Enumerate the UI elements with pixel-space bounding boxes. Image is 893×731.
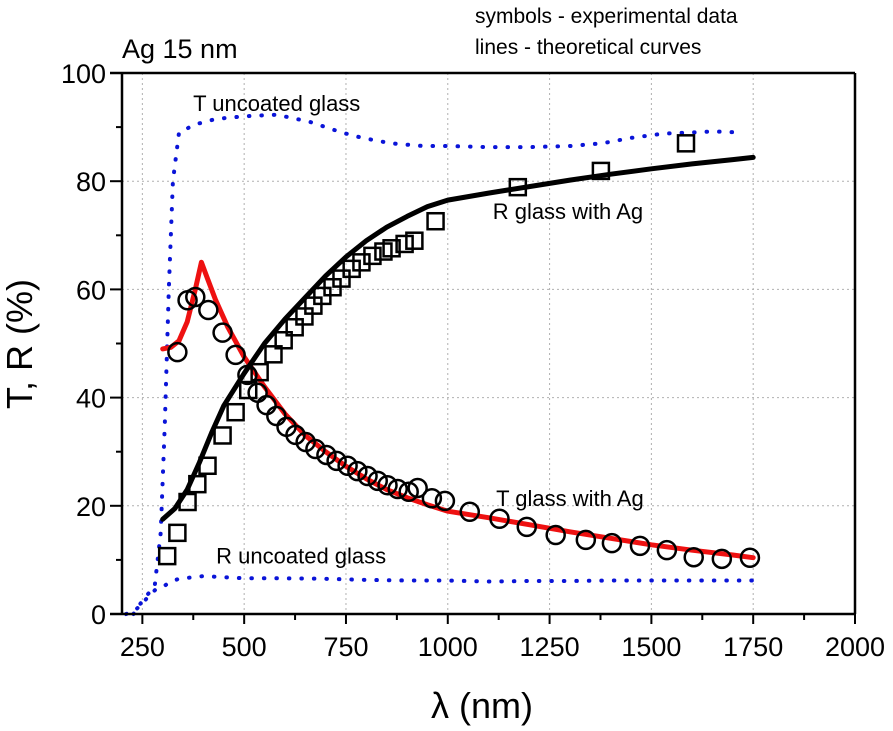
data-point-circle <box>459 501 481 523</box>
legend-note-symbols: symbols - experimental data <box>475 5 738 28</box>
data-point-circle <box>316 444 337 466</box>
annotations: T uncoated glass R glass with Ag T glass w… <box>193 91 644 569</box>
data-point-circle <box>421 487 443 509</box>
legend-note-lines: lines - theoretical curves <box>475 36 701 59</box>
data-point-circle <box>575 529 597 551</box>
y-tick-label: 100 <box>61 59 106 89</box>
data-point-circle <box>601 532 623 554</box>
axes: 250 500 750 1000 1250 1500 1750 2000 0 20 40 60 80 10… <box>61 59 885 662</box>
y-axis-label: T, R (%) <box>0 279 40 409</box>
data-point-circle <box>629 535 651 557</box>
series-line-t-glass-with-ag-theory <box>160 259 756 561</box>
data-point-circle <box>247 382 268 403</box>
data-point-circle <box>739 547 761 568</box>
x-tick-label: 1500 <box>621 632 681 662</box>
data-point-circle <box>225 344 246 366</box>
data-point-square <box>285 318 304 337</box>
data-point-square <box>382 239 401 258</box>
x-tick-label: 2000 <box>825 632 885 662</box>
data-point-circle <box>305 438 326 460</box>
data-point-circle <box>357 465 378 487</box>
data-point-circle <box>347 460 368 482</box>
data-point-circle <box>266 405 287 427</box>
data-point-square <box>198 456 217 476</box>
data-point-circle <box>407 477 428 499</box>
data-point-square <box>332 269 351 288</box>
data-point-square <box>188 474 207 494</box>
y-tick-label: 0 <box>91 600 106 630</box>
annotation-t-glass-with-ag: T glass with Ag <box>496 486 644 511</box>
data-point-square <box>676 134 696 153</box>
data-point-square <box>238 380 258 400</box>
data-point-square <box>405 231 424 250</box>
data-point-square <box>426 211 445 231</box>
data-point-circle <box>285 424 306 446</box>
x-tick-label: 1000 <box>418 632 478 662</box>
x-tick-label: 500 <box>222 632 267 662</box>
data-point-circle <box>683 546 704 568</box>
data-point-square <box>250 362 269 382</box>
data-point-square <box>213 426 232 445</box>
y-tick-label: 40 <box>76 384 106 414</box>
data-point-square <box>352 253 371 272</box>
y-tick-label: 80 <box>76 167 106 197</box>
data-point-circle <box>198 299 219 321</box>
data-point-circle <box>545 524 566 546</box>
series-line-r-uncoated-glass <box>124 574 756 616</box>
x-tick-label: 1250 <box>520 632 580 662</box>
chart-title: Ag 15 nm <box>122 34 238 64</box>
data-point-circle <box>237 364 258 386</box>
data-point-circle <box>656 539 678 561</box>
data-point-circle <box>377 474 398 496</box>
data-point-circle <box>167 341 188 363</box>
data-point-circle <box>398 481 419 502</box>
annotation-r-uncoated-glass: R uncoated glass <box>216 544 386 569</box>
data-point-square <box>591 161 611 181</box>
data-point-square <box>274 331 293 350</box>
data-point-circle <box>434 490 456 512</box>
annotation-t-uncoated-glass: T uncoated glass <box>193 91 360 116</box>
y-tick-label: 20 <box>76 492 106 522</box>
series-line-t-uncoated-glass <box>131 112 743 616</box>
data-point-circle <box>489 508 510 530</box>
y-tick-label: 60 <box>76 275 106 305</box>
series-layer <box>124 112 761 616</box>
data-point-circle <box>367 470 388 492</box>
data-point-square <box>168 523 187 543</box>
grid <box>122 73 855 614</box>
annotation-r-glass-with-ag: R glass with Ag <box>493 199 643 224</box>
data-point-circle <box>337 455 358 477</box>
data-point-circle <box>711 548 733 570</box>
data-point-circle <box>387 478 408 500</box>
data-point-circle <box>326 450 347 472</box>
x-tick-label: 250 <box>120 632 165 662</box>
data-point-square <box>226 402 245 422</box>
data-point-square <box>395 234 414 254</box>
data-point-circle <box>212 322 233 343</box>
data-point-circle <box>256 394 277 416</box>
data-point-square <box>178 492 197 512</box>
data-point-circle <box>185 286 206 308</box>
x-axis-label: λ (nm) <box>431 685 533 726</box>
x-tick-label: 1750 <box>723 632 783 662</box>
data-point-circle <box>516 516 538 538</box>
data-point-square <box>508 177 528 197</box>
data-point-square <box>157 546 177 566</box>
data-point-square <box>264 345 283 364</box>
data-point-square <box>342 259 361 279</box>
x-tick-label: 750 <box>323 632 368 662</box>
series-line-r-glass-with-ag-theory <box>160 154 756 522</box>
data-point-square <box>363 246 382 266</box>
